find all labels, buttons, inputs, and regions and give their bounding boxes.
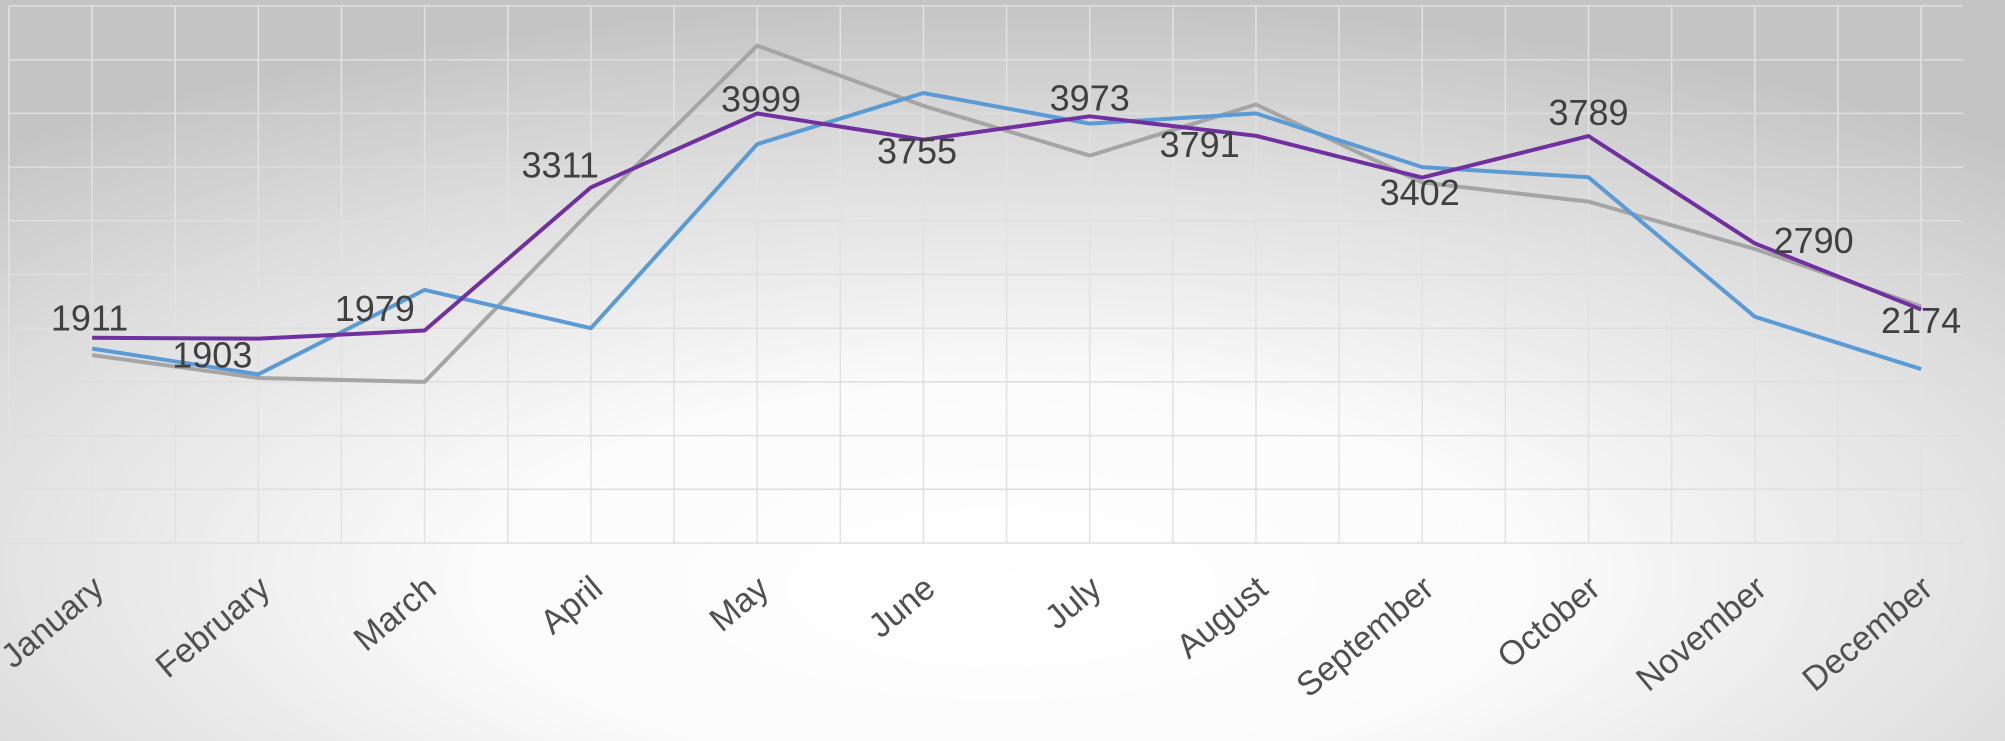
- data-label: 3973: [1050, 77, 1130, 118]
- series-line: [91, 43, 1922, 384]
- data-label: 3402: [1380, 172, 1460, 213]
- data-label: 1911: [51, 298, 128, 339]
- data-label: 3311: [521, 145, 598, 186]
- series-line: [91, 91, 1922, 377]
- data-label: 1979: [335, 288, 415, 329]
- series-line: [92, 111, 1922, 341]
- data-label: 2790: [1774, 220, 1854, 261]
- data-label: 3789: [1548, 92, 1628, 133]
- data-label: 1903: [172, 334, 252, 375]
- data-label: 3791: [1160, 124, 1240, 165]
- data-label: 3999: [721, 79, 801, 120]
- data-label: 3755: [877, 130, 957, 171]
- data-label: 2174: [1881, 300, 1961, 341]
